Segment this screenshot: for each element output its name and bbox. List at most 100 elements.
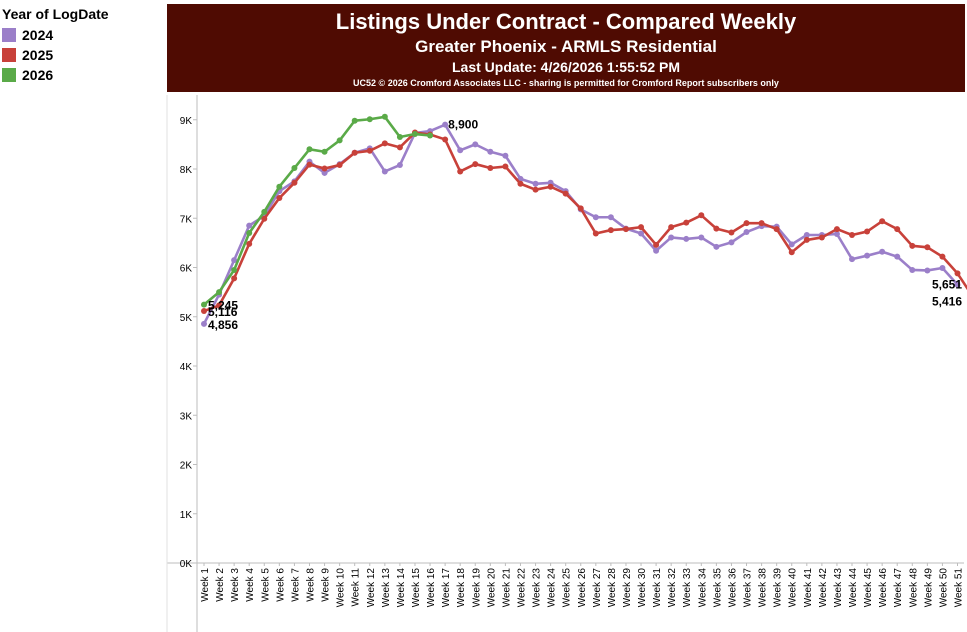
- data-point-2025[interactable]: [216, 302, 223, 309]
- data-point-2025[interactable]: [457, 168, 464, 175]
- data-point-2025[interactable]: [231, 275, 238, 282]
- data-point-2025[interactable]: [396, 144, 403, 151]
- data-point-2026[interactable]: [276, 183, 283, 190]
- data-point-2025[interactable]: [381, 140, 388, 147]
- data-point-2024[interactable]: [472, 141, 479, 148]
- data-point-2025[interactable]: [849, 231, 856, 238]
- data-point-2024[interactable]: [939, 264, 946, 271]
- data-point-2024[interactable]: [607, 214, 614, 221]
- data-point-2026[interactable]: [411, 131, 418, 138]
- data-point-2025[interactable]: [472, 161, 479, 168]
- data-point-2024[interactable]: [879, 248, 886, 255]
- data-point-2025[interactable]: [201, 308, 207, 315]
- data-point-2024[interactable]: [246, 222, 253, 229]
- data-point-2025[interactable]: [291, 179, 298, 186]
- legend-item-2026[interactable]: 2026: [2, 65, 109, 85]
- data-point-2025[interactable]: [803, 236, 810, 243]
- data-point-2025[interactable]: [879, 218, 886, 225]
- data-point-2025[interactable]: [788, 249, 795, 256]
- legend-item-2024[interactable]: 2024: [2, 25, 109, 45]
- data-point-2025[interactable]: [954, 270, 961, 277]
- data-point-2024[interactable]: [698, 234, 705, 241]
- data-point-2025[interactable]: [366, 147, 373, 154]
- data-point-2024[interactable]: [321, 169, 328, 176]
- data-point-2025[interactable]: [924, 244, 931, 251]
- data-point-2025[interactable]: [261, 215, 268, 222]
- data-point-2024[interactable]: [833, 231, 840, 238]
- data-point-2024[interactable]: [381, 168, 388, 175]
- data-point-2024[interactable]: [954, 281, 961, 288]
- data-point-2025[interactable]: [246, 240, 253, 247]
- data-point-2025[interactable]: [306, 161, 313, 168]
- data-point-2026[interactable]: [261, 208, 268, 215]
- data-point-2024[interactable]: [502, 152, 509, 159]
- data-point-2025[interactable]: [818, 234, 825, 241]
- data-point-2024[interactable]: [442, 121, 449, 128]
- data-point-2025[interactable]: [683, 219, 690, 226]
- data-point-2026[interactable]: [246, 230, 253, 237]
- data-point-2024[interactable]: [713, 243, 720, 250]
- data-point-2025[interactable]: [653, 241, 660, 248]
- data-point-2025[interactable]: [517, 180, 524, 187]
- data-point-2024[interactable]: [668, 234, 675, 241]
- data-point-2025[interactable]: [487, 165, 494, 172]
- data-point-2025[interactable]: [622, 226, 629, 233]
- data-point-2026[interactable]: [381, 113, 388, 120]
- data-point-2024[interactable]: [487, 148, 494, 155]
- data-point-2026[interactable]: [216, 289, 223, 296]
- data-point-2025[interactable]: [351, 149, 358, 156]
- data-point-2024[interactable]: [728, 239, 735, 246]
- data-point-2025[interactable]: [638, 224, 645, 231]
- data-point-2025[interactable]: [532, 186, 539, 193]
- data-point-2024[interactable]: [924, 267, 931, 274]
- data-point-2025[interactable]: [713, 225, 720, 232]
- data-point-2025[interactable]: [592, 230, 599, 237]
- data-point-2025[interactable]: [773, 226, 780, 233]
- data-point-2024[interactable]: [396, 162, 403, 169]
- data-point-2025[interactable]: [728, 229, 735, 236]
- data-point-2024[interactable]: [894, 253, 901, 260]
- data-point-2026[interactable]: [291, 165, 298, 172]
- data-point-2026[interactable]: [306, 146, 313, 153]
- data-point-2026[interactable]: [351, 117, 358, 124]
- data-point-2024[interactable]: [638, 230, 645, 237]
- data-point-2025[interactable]: [743, 220, 750, 227]
- data-point-2024[interactable]: [849, 256, 856, 263]
- data-point-2025[interactable]: [864, 228, 871, 235]
- data-point-2025[interactable]: [336, 162, 343, 169]
- data-point-2024[interactable]: [201, 320, 207, 327]
- data-point-2026[interactable]: [427, 132, 434, 139]
- data-point-2026[interactable]: [366, 116, 373, 123]
- data-point-2024[interactable]: [788, 241, 795, 248]
- data-point-2026[interactable]: [321, 148, 328, 155]
- data-point-2024[interactable]: [592, 214, 599, 221]
- data-point-2025[interactable]: [698, 212, 705, 219]
- data-point-2025[interactable]: [894, 226, 901, 233]
- data-point-2025[interactable]: [607, 227, 614, 234]
- data-point-2025[interactable]: [562, 190, 569, 197]
- data-point-2024[interactable]: [864, 252, 871, 259]
- data-point-2025[interactable]: [502, 163, 509, 170]
- data-point-2024[interactable]: [803, 231, 810, 238]
- data-point-2025[interactable]: [939, 253, 946, 260]
- data-point-2026[interactable]: [231, 266, 238, 273]
- data-point-2024[interactable]: [457, 147, 464, 154]
- data-point-2024[interactable]: [909, 266, 916, 273]
- data-point-2024[interactable]: [532, 180, 539, 187]
- data-point-2025[interactable]: [276, 195, 283, 202]
- data-point-2025[interactable]: [321, 165, 328, 172]
- data-point-2025[interactable]: [668, 224, 675, 231]
- data-point-2025[interactable]: [909, 242, 916, 249]
- data-point-2026[interactable]: [336, 137, 343, 144]
- data-point-2025[interactable]: [833, 226, 840, 233]
- data-point-2024[interactable]: [653, 247, 660, 254]
- data-point-2025[interactable]: [442, 136, 449, 143]
- data-point-2024[interactable]: [231, 257, 238, 264]
- data-point-2025[interactable]: [758, 220, 765, 227]
- data-point-2024[interactable]: [743, 229, 750, 236]
- data-point-2026[interactable]: [201, 301, 207, 308]
- data-point-2025[interactable]: [577, 205, 584, 212]
- legend-item-2025[interactable]: 2025: [2, 45, 109, 65]
- data-point-2026[interactable]: [396, 133, 403, 140]
- data-point-2025[interactable]: [547, 183, 554, 190]
